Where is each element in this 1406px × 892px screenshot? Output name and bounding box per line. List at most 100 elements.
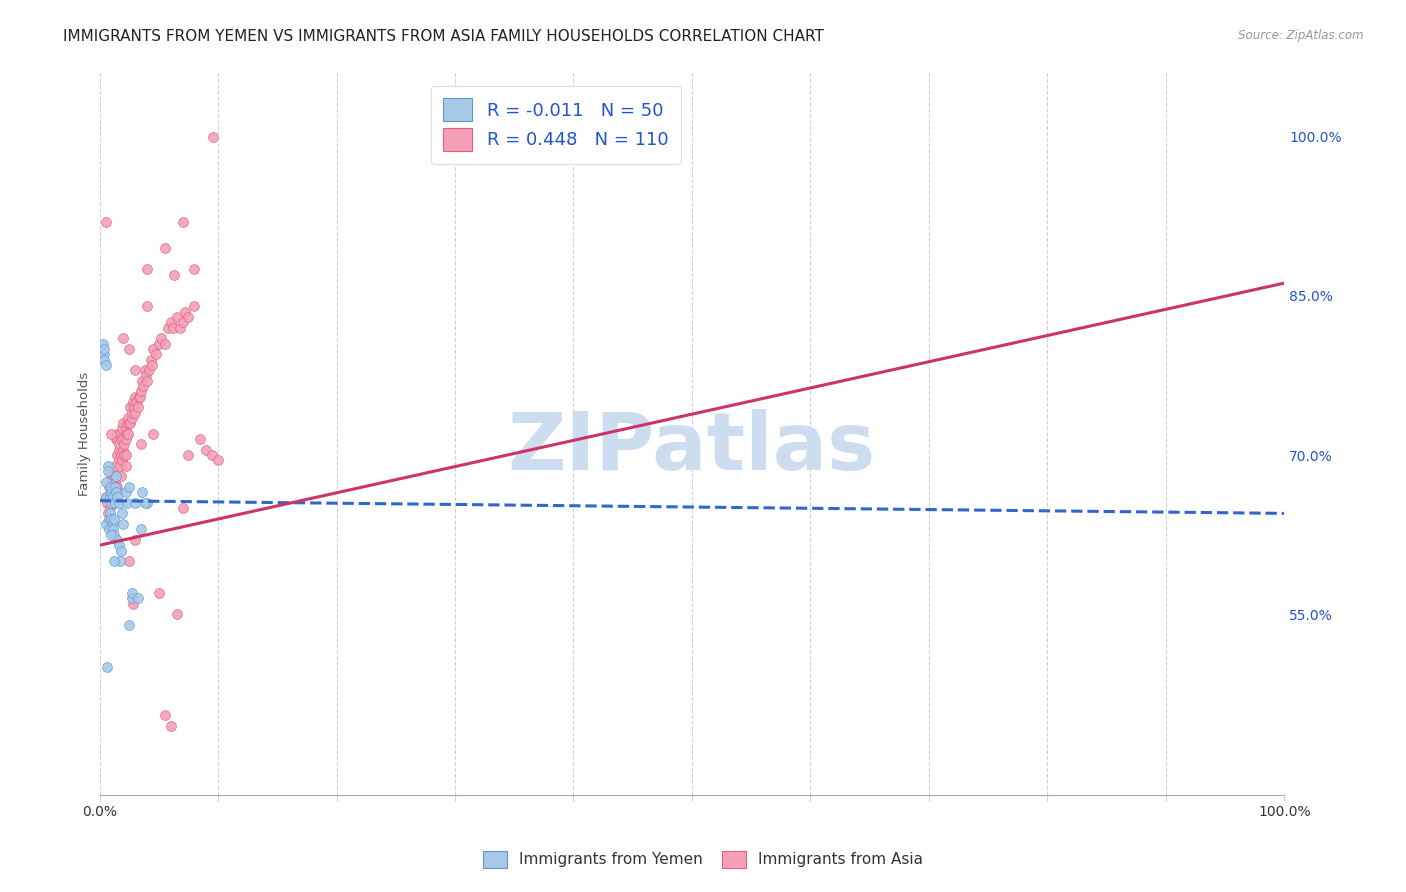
Point: [100, 485, 122, 500]
Point: [148, 586, 170, 600]
Point: [159, 718, 181, 732]
Point: [172, 315, 194, 329]
Point: [183, 300, 205, 314]
Point: [103, 554, 125, 568]
Point: [157, 320, 180, 334]
Point: [122, 401, 145, 415]
Point: [136, 262, 159, 277]
Point: [101, 491, 124, 505]
Point: [107, 453, 129, 467]
Point: [121, 597, 143, 611]
Point: [111, 421, 134, 435]
Point: [131, 374, 153, 388]
Point: [105, 426, 128, 441]
Point: [118, 416, 141, 430]
Point: [117, 410, 139, 425]
Point: [134, 363, 156, 377]
Point: [105, 480, 128, 494]
Point: [115, 426, 138, 441]
Point: [141, 358, 163, 372]
Point: [105, 469, 128, 483]
Point: [121, 406, 143, 420]
Point: [128, 390, 150, 404]
Point: [112, 432, 135, 446]
Point: [169, 320, 191, 334]
Point: [98, 511, 121, 525]
Point: [98, 501, 121, 516]
Point: [100, 527, 122, 541]
Legend: Immigrants from Yemen, Immigrants from Asia: Immigrants from Yemen, Immigrants from A…: [477, 845, 929, 873]
Point: [103, 485, 125, 500]
Point: [124, 363, 146, 377]
Point: [188, 432, 211, 446]
Point: [100, 469, 122, 483]
Point: [103, 469, 125, 483]
Point: [97, 458, 120, 473]
Point: [105, 480, 128, 494]
Point: [115, 496, 138, 510]
Point: [120, 416, 142, 430]
Point: [112, 516, 135, 531]
Point: [110, 432, 132, 446]
Point: [105, 533, 128, 547]
Point: [131, 485, 153, 500]
Point: [128, 390, 150, 404]
Point: [112, 331, 135, 345]
Point: [129, 384, 152, 399]
Point: [104, 480, 127, 494]
Point: [98, 491, 121, 505]
Point: [110, 448, 132, 462]
Point: [127, 591, 149, 606]
Point: [117, 426, 139, 441]
Point: [142, 342, 165, 356]
Point: [201, 448, 224, 462]
Point: [94, 491, 117, 505]
Point: [105, 448, 128, 462]
Point: [121, 586, 143, 600]
Point: [114, 485, 136, 500]
Point: [100, 511, 122, 525]
Point: [100, 426, 122, 441]
Point: [110, 543, 132, 558]
Point: [114, 458, 136, 473]
Point: [195, 442, 218, 457]
Point: [93, 342, 115, 356]
Point: [94, 475, 117, 489]
Point: [98, 475, 121, 489]
Text: IMMIGRANTS FROM YEMEN VS IMMIGRANTS FROM ASIA FAMILY HOUSEHOLDS CORRELATION CHAR: IMMIGRANTS FROM YEMEN VS IMMIGRANTS FROM…: [63, 29, 824, 44]
Point: [127, 401, 149, 415]
Point: [93, 347, 115, 361]
Point: [108, 426, 131, 441]
Point: [153, 708, 176, 723]
Point: [136, 374, 159, 388]
Point: [104, 475, 127, 489]
Point: [107, 442, 129, 457]
Y-axis label: Family Households: Family Households: [79, 372, 91, 496]
Point: [105, 432, 128, 446]
Point: [98, 522, 121, 536]
Point: [177, 448, 200, 462]
Point: [91, 336, 114, 351]
Point: [159, 315, 181, 329]
Point: [153, 336, 176, 351]
Point: [142, 426, 165, 441]
Point: [120, 401, 142, 415]
Point: [101, 516, 124, 531]
Point: [101, 522, 124, 536]
Point: [118, 554, 141, 568]
Point: [107, 437, 129, 451]
Point: [97, 464, 120, 478]
Point: [124, 533, 146, 547]
Point: [177, 310, 200, 324]
Point: [110, 469, 132, 483]
Point: [121, 591, 143, 606]
Point: [172, 214, 194, 228]
Point: [98, 480, 121, 494]
Point: [172, 501, 194, 516]
Point: [94, 358, 117, 372]
Point: [100, 485, 122, 500]
Point: [139, 352, 162, 367]
Point: [104, 496, 127, 510]
Point: [166, 310, 188, 324]
Point: [114, 448, 136, 462]
